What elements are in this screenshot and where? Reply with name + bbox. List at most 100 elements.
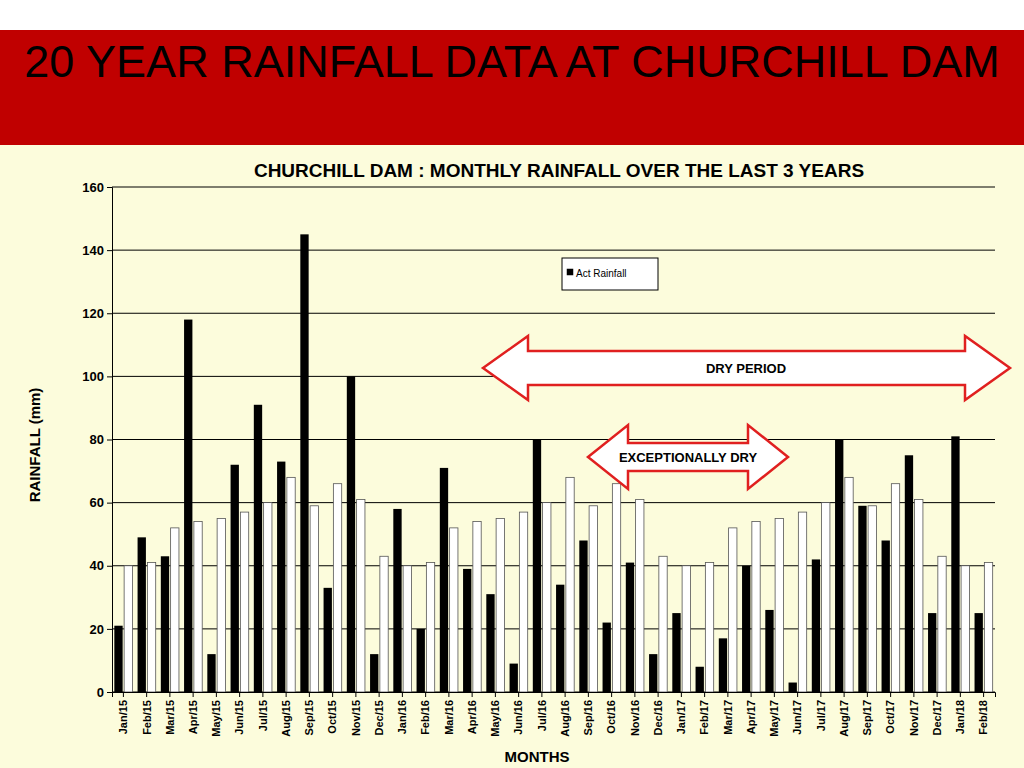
x-tick: Jan/16 [396, 692, 408, 734]
bar [603, 623, 611, 692]
bar [938, 556, 946, 692]
x-tick-mark [890, 692, 891, 697]
grid [112, 187, 995, 692]
x-tick: Jul/17 [815, 692, 827, 731]
x-tick-label: Apr/16 [466, 700, 478, 734]
bar [310, 506, 318, 692]
y-tick-mark [107, 440, 112, 441]
x-tick-label: Jul/16 [536, 700, 548, 731]
bar [672, 613, 680, 692]
x-tick: Feb/15 [140, 692, 152, 735]
bar [835, 440, 843, 693]
x-tick-mark [867, 692, 868, 697]
x-axis-line [113, 693, 996, 698]
bar [347, 376, 355, 692]
x-tick-mark [751, 692, 752, 697]
bar [975, 613, 983, 692]
x-tick-mark [541, 692, 542, 697]
bar [114, 626, 122, 692]
bar [556, 585, 564, 692]
bar [928, 613, 936, 692]
bar [450, 528, 458, 692]
bar [287, 477, 295, 692]
y-tick-mark [107, 692, 112, 693]
bar [951, 436, 959, 692]
x-tick-mark [239, 692, 240, 697]
bar [147, 563, 155, 692]
x-tick-label: Feb/15 [140, 700, 152, 735]
bar [533, 440, 541, 693]
series [124, 477, 993, 692]
chart-title: CHURCHILL DAM : MONTHLY RAINFALL OVER TH… [254, 160, 864, 181]
x-tick: Jun/17 [791, 692, 803, 735]
bar [324, 588, 332, 692]
bar [403, 566, 411, 692]
y-tick-mark [107, 250, 112, 251]
x-tick-mark [169, 692, 170, 697]
x-tick-label: Mar/15 [164, 700, 176, 735]
bar [277, 462, 285, 692]
bar [659, 556, 667, 692]
bar [905, 455, 913, 692]
x-tick-mark [611, 692, 612, 697]
x-tick-label: Jun/16 [512, 700, 524, 735]
annotation-label: EXCEPTIONALLY DRY [619, 450, 758, 465]
bar [138, 537, 146, 692]
x-tick-mark [332, 692, 333, 697]
x-tick-mark [588, 692, 589, 697]
x-tick-mark [193, 692, 194, 697]
x-tick: Nov/16 [629, 692, 641, 736]
bar [858, 506, 866, 692]
x-tick-label: Jul/15 [257, 700, 269, 731]
bar [775, 518, 783, 692]
y-tick-label: 40 [90, 558, 104, 573]
x-tick: Dec/16 [652, 692, 664, 735]
y-tick-label: 100 [82, 369, 104, 384]
bar [891, 484, 899, 692]
y-tick-mark [107, 629, 112, 630]
y-tick-mark [107, 503, 112, 504]
bar [161, 556, 169, 692]
x-tick-mark [681, 692, 682, 697]
x-tick: Apr/16 [466, 692, 478, 734]
bar [649, 654, 657, 692]
x-tick-label: Dec/16 [652, 700, 664, 735]
bar [194, 522, 202, 692]
chart: 020406080100120140160Jan/15Feb/15Mar/15A… [0, 0, 1024, 768]
bar [729, 528, 737, 692]
x-tick: Mar/17 [722, 692, 734, 735]
bar [231, 465, 239, 692]
bar [868, 506, 876, 692]
slide-title: 20 YEAR RAINFALL DATA AT CHURCHILL DAM [0, 30, 1024, 145]
x-tick-label: Jun/17 [791, 700, 803, 735]
y-tick: 80 [90, 432, 112, 447]
x-tick-label: Feb/17 [698, 700, 710, 735]
x-tick: Sep/17 [861, 692, 873, 735]
x-tick: Nov/15 [350, 692, 362, 736]
bar [961, 566, 969, 692]
legend-label: Act Rainfall [576, 268, 627, 279]
x-tick-label: Jan/17 [675, 700, 687, 734]
bar [217, 518, 225, 692]
bar [798, 512, 806, 692]
bar [915, 499, 923, 692]
x-tick: Jul/16 [536, 692, 548, 731]
x-tick-label: Aug/17 [838, 700, 850, 737]
x-tick-label: Oct/17 [884, 700, 896, 734]
x-tick-label: Jul/17 [815, 700, 827, 731]
y-axis-line [107, 188, 113, 693]
x-tick-mark [937, 692, 938, 697]
bar [519, 512, 527, 692]
x-tick: Jul/15 [257, 692, 269, 731]
x-tick-mark [565, 692, 566, 697]
grid-line [112, 250, 995, 251]
x-tick-mark [844, 692, 845, 697]
bar [370, 654, 378, 692]
x-tick-mark [658, 692, 659, 697]
bar [417, 629, 425, 692]
x-tick: Feb/18 [977, 692, 989, 735]
x-tick-label: Oct/15 [326, 700, 338, 734]
x-tick-label: Aug/15 [280, 700, 292, 737]
x-tick-mark [913, 692, 914, 697]
x-tick-label: May/17 [768, 700, 780, 737]
